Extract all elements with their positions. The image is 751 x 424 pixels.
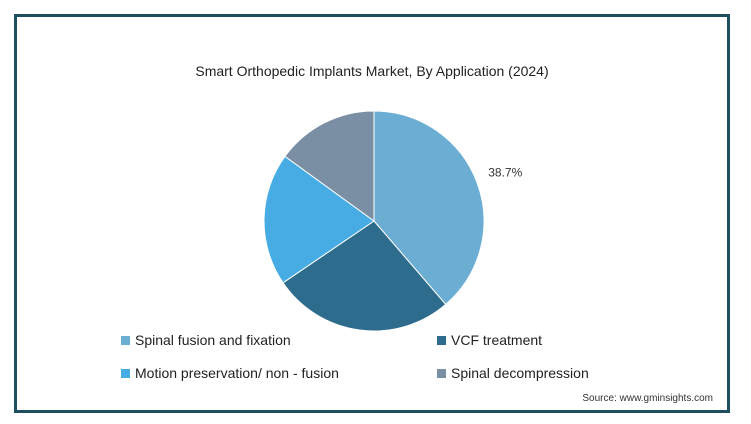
legend-item-vcf-treatment: VCF treatment xyxy=(437,332,542,348)
pie-slice-2 xyxy=(263,155,375,284)
legend-swatch xyxy=(437,368,446,378)
legend-swatch xyxy=(437,335,446,345)
pie-slice-3 xyxy=(284,110,375,222)
source-note: Source: www.gminsights.com xyxy=(582,393,713,404)
legend-label: Spinal decompression xyxy=(451,365,589,381)
legend-label: VCF treatment xyxy=(451,332,543,348)
chart-frame: Smart Orthopedic Implants Market, By App… xyxy=(14,14,730,413)
chart-title: Smart Orthopedic Implants Market, By App… xyxy=(195,63,549,79)
legend-item-spinal-decompression: Spinal decompression xyxy=(437,365,589,381)
pie-slice-1 xyxy=(282,220,447,332)
pie-chart: 38.7% xyxy=(263,110,523,332)
pie-slice-0 xyxy=(373,110,485,306)
legend-item-motion-preservation: Motion preservation/ non - fusion xyxy=(121,365,339,381)
legend-swatch xyxy=(121,368,130,378)
legend-item-spinal-fusion: Spinal fusion and fixation xyxy=(121,332,291,348)
legend-label: Spinal fusion and fixation xyxy=(135,332,291,348)
slice-data-label: 38.7% xyxy=(488,165,522,179)
legend-swatch xyxy=(121,335,130,345)
legend-label: Motion preservation/ non - fusion xyxy=(135,365,339,381)
